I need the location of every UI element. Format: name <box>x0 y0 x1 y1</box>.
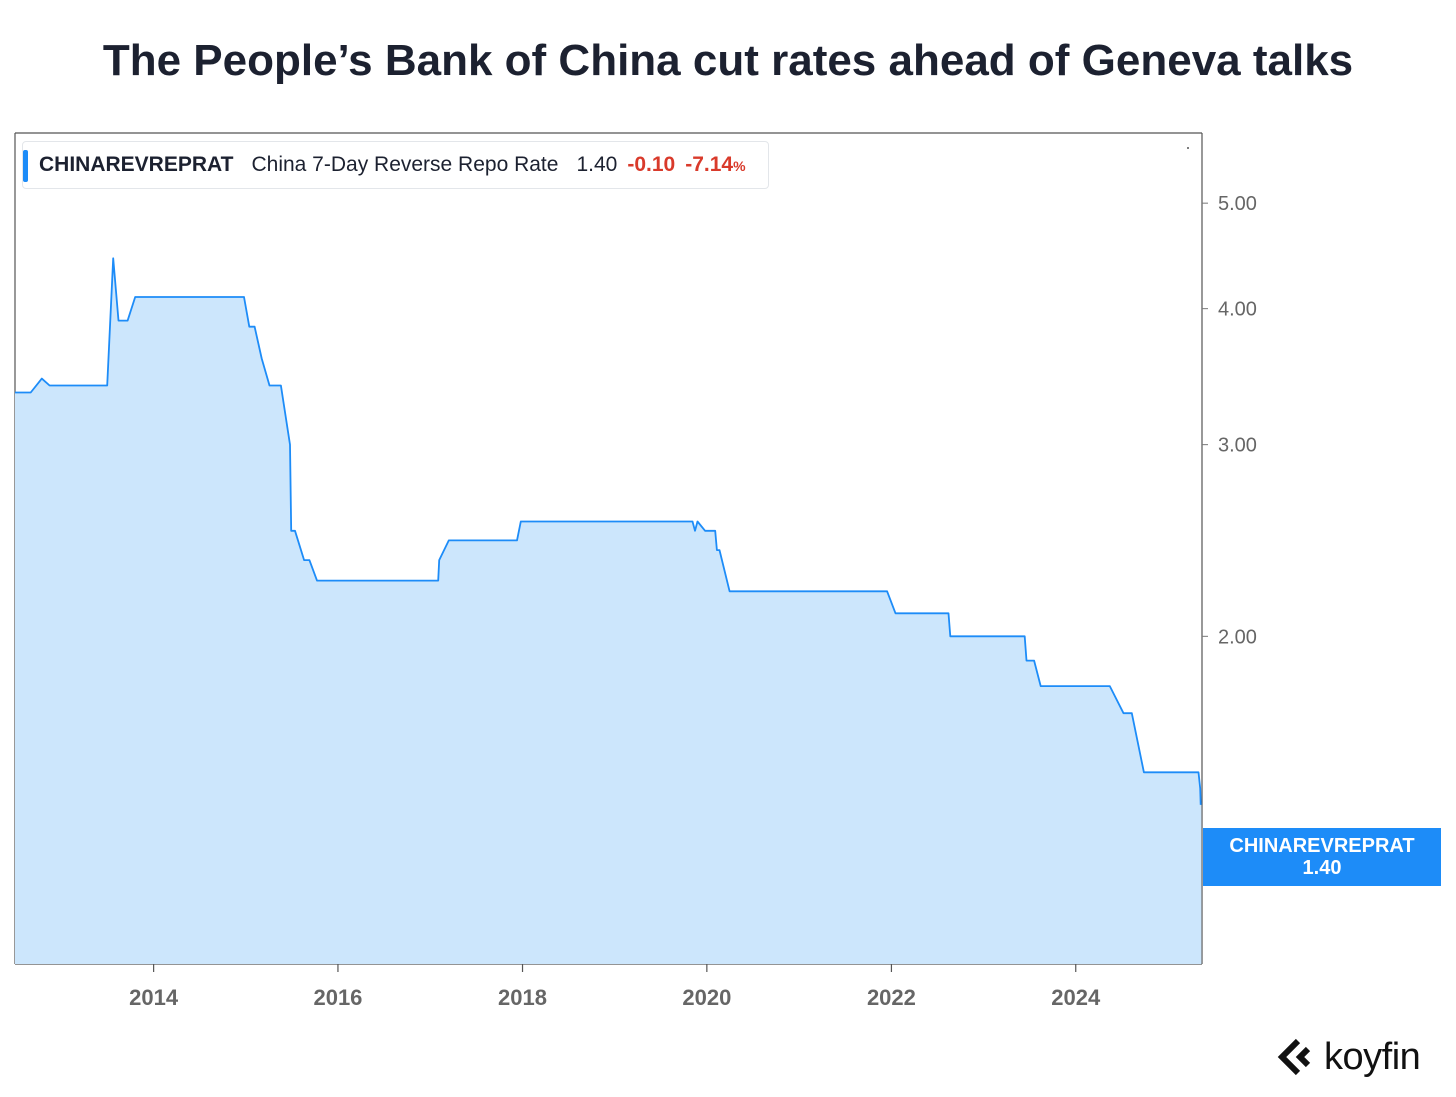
last-price-tag: CHINAREVREPRAT 1.40 <box>1203 828 1441 886</box>
legend-color-bar <box>23 150 28 182</box>
x-tick-label: 2022 <box>867 985 916 1010</box>
legend-change-pct: -7.14% <box>685 153 745 177</box>
y-tick-label: 2.00 <box>1218 626 1257 648</box>
y-axis: 5.00 4.00 3.00 2.00 <box>1202 193 1257 648</box>
x-tick-label: 2018 <box>498 985 547 1010</box>
price-tag-value: 1.40 <box>1302 857 1342 879</box>
koyfin-wordmark: koyfin <box>1324 1035 1421 1078</box>
chart-title: The People’s Bank of China cut rates ahe… <box>102 36 1354 85</box>
legend-values: 1.40 -0.10 -7.14% <box>576 153 745 177</box>
x-tick-label: 2024 <box>1051 985 1101 1010</box>
x-axis: 2014 2016 2018 2020 2022 2024 <box>129 964 1101 1010</box>
price-tag-ticker: CHINAREVREPRAT <box>1229 835 1415 857</box>
legend-series-name: China 7-Day Reverse Repo Rate <box>251 153 559 176</box>
area-layer <box>15 257 1202 964</box>
series-legend[interactable]: CHINAREVREPRAT China 7-Day Reverse Repo … <box>22 141 769 189</box>
x-tick-label: 2020 <box>682 985 731 1010</box>
y-tick-label: 5.00 <box>1218 193 1257 215</box>
koyfin-chevron-icon <box>1277 1038 1311 1076</box>
series-area-fill <box>15 258 1202 964</box>
y-tick-label: 4.00 <box>1218 299 1257 321</box>
x-tick-label: 2016 <box>313 985 362 1010</box>
plot-corner-dot <box>1187 147 1189 149</box>
legend-change: -0.10 <box>627 153 676 176</box>
legend-change-pct-number: -7.14 <box>685 153 734 176</box>
series-line <box>15 257 1202 805</box>
legend-ticker: CHINAREVREPRAT <box>39 153 234 176</box>
y-tick-label: 3.00 <box>1218 435 1257 457</box>
legend-last-value: 1.40 <box>576 153 618 176</box>
x-tick-label: 2014 <box>129 985 179 1010</box>
koyfin-logo: koyfin <box>1276 1034 1421 1080</box>
legend-pct-sign: % <box>733 158 746 174</box>
